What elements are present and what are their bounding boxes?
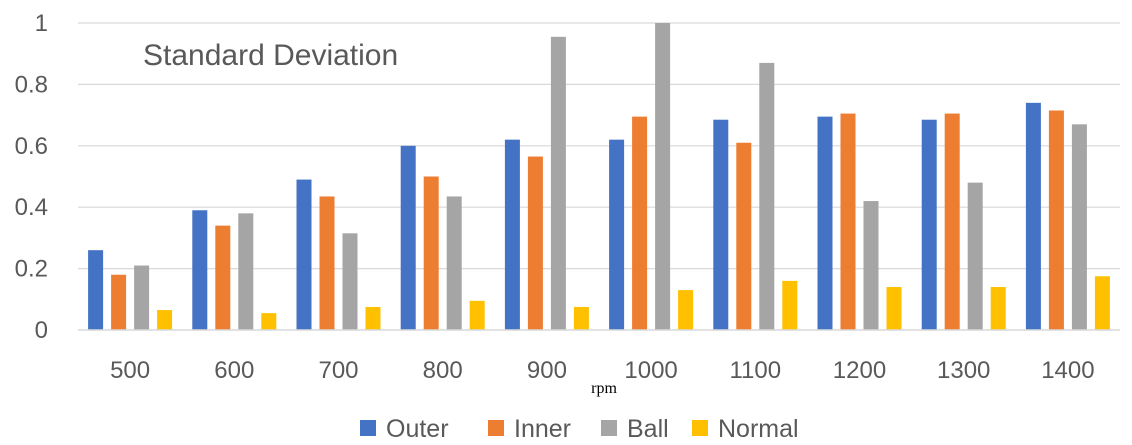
y-tick-label: 0.6 — [15, 133, 48, 160]
y-tick-label: 0.8 — [15, 71, 48, 98]
x-tick-label: 600 — [214, 357, 254, 384]
legend-swatch-inner — [488, 420, 504, 436]
bar-inner-700 — [319, 196, 335, 330]
x-tick-label: 1000 — [624, 357, 677, 384]
bar-inner-1100 — [736, 142, 752, 330]
bar-outer-800 — [400, 145, 416, 330]
bar-ball-1200 — [863, 201, 879, 330]
bar-inner-600 — [215, 225, 231, 330]
bar-normal-1200 — [886, 287, 902, 330]
bar-normal-700 — [365, 306, 381, 330]
chart-title: Standard Deviation — [143, 39, 398, 72]
bar-ball-1400 — [1071, 124, 1087, 330]
bar-ball-900 — [550, 36, 566, 330]
bar-inner-900 — [527, 156, 543, 330]
y-tick-label: 0.2 — [15, 256, 48, 283]
y-tick-label: 1 — [35, 10, 48, 37]
legend-label-ball: Ball — [627, 415, 669, 443]
x-tick-label: 1200 — [833, 357, 886, 384]
x-axis-ticks: 500 600 700 800 900 1000 1100 1200 1300 1400 — [110, 357, 1095, 384]
x-tick-label: 800 — [423, 357, 463, 384]
bar-ball-700 — [342, 233, 358, 330]
bar-outer-500 — [88, 250, 104, 330]
x-tick-label: 700 — [318, 357, 358, 384]
bar-normal-900 — [573, 306, 589, 330]
bar-normal-500 — [157, 310, 173, 330]
bar-inner-800 — [423, 176, 439, 330]
bars — [88, 23, 1110, 331]
bar-outer-600 — [192, 210, 208, 330]
y-axis-ticks: 0 0.2 0.4 0.6 0.8 1 — [15, 10, 48, 344]
legend-swatch-outer — [360, 420, 376, 436]
legend: Outer Inner Ball Normal — [360, 415, 799, 443]
bar-outer-700 — [296, 179, 312, 330]
bar-ball-800 — [446, 196, 462, 330]
bar-outer-900 — [504, 139, 520, 330]
bar-normal-1100 — [782, 280, 798, 330]
bar-ball-1300 — [967, 182, 983, 330]
x-tick-label: 1100 — [729, 357, 781, 384]
bar-inner-1400 — [1048, 110, 1064, 331]
bar-inner-1200 — [840, 113, 856, 330]
bar-normal-800 — [469, 300, 485, 330]
bar-ball-600 — [238, 213, 254, 330]
legend-label-inner: Inner — [514, 415, 571, 443]
x-axis-label: rpm — [591, 380, 617, 397]
y-tick-label: 0 — [35, 317, 48, 344]
legend-label-normal: Normal — [718, 415, 799, 443]
bar-outer-1400 — [1025, 102, 1041, 330]
legend-swatch-ball — [601, 420, 617, 436]
bar-outer-1100 — [713, 119, 729, 330]
bar-normal-1300 — [990, 287, 1006, 330]
bar-normal-1000 — [678, 290, 694, 330]
bar-normal-600 — [261, 313, 277, 330]
bar-ball-1000 — [655, 23, 671, 330]
bar-outer-1300 — [921, 119, 937, 330]
bar-ball-500 — [134, 265, 150, 330]
bar-inner-1300 — [944, 113, 960, 330]
bar-normal-1400 — [1094, 276, 1110, 330]
bar-ball-1100 — [759, 62, 775, 330]
legend-swatch-normal — [692, 420, 708, 436]
bar-outer-1200 — [817, 116, 833, 330]
bar-inner-1000 — [632, 116, 648, 330]
x-tick-label: 500 — [110, 357, 150, 384]
x-tick-label: 900 — [527, 357, 567, 384]
x-tick-label: 1300 — [937, 357, 990, 384]
legend-label-outer: Outer — [386, 415, 449, 443]
x-tick-label: 1400 — [1041, 357, 1094, 384]
bar-inner-500 — [111, 274, 127, 330]
bar-outer-1000 — [609, 139, 625, 330]
y-tick-label: 0.4 — [15, 194, 48, 221]
